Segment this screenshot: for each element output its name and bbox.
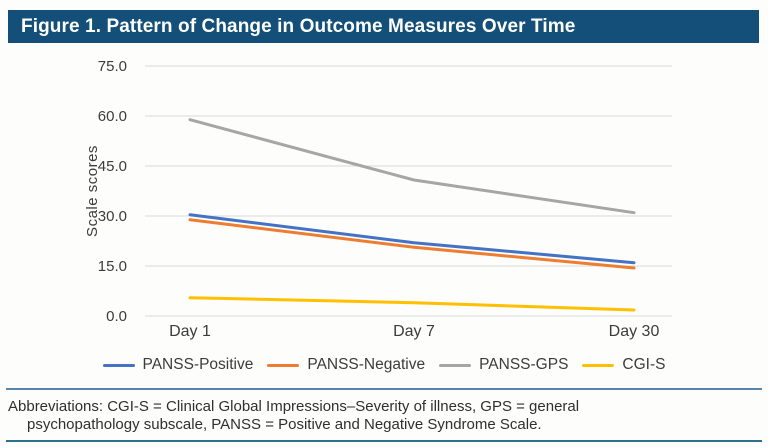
x-tick-label: Day 7 <box>393 323 435 340</box>
legend-item-panss-gps: PANSS-GPS <box>439 356 568 374</box>
series-line-panss-positive <box>188 213 636 265</box>
series-line-panss-negative <box>188 218 636 270</box>
x-tick-label: Day 1 <box>169 323 211 340</box>
y-tick-label: 60.0 <box>98 108 127 125</box>
footnote-line-1: Abbreviations: CGI-S = Clinical Global I… <box>8 398 580 415</box>
y-tick-label: 45.0 <box>98 158 127 175</box>
legend-label: PANSS-Positive <box>142 356 254 373</box>
chart-legend: PANSS-Positive PANSS-Negative PANSS-GPS CGI… <box>0 356 768 374</box>
legend-label: CGI-S <box>622 356 666 373</box>
line-chart: 0.0 15.0 30.0 45.0 60.0 75.0 Day 1 Day 7 Day 30 S… <box>84 58 672 340</box>
series-line-panss-gps <box>188 118 636 215</box>
footnote: Abbreviations: CGI-S = Clinical Global I… <box>6 388 762 433</box>
y-tick-label: 75.0 <box>98 58 127 75</box>
legend-swatch <box>102 363 135 367</box>
y-tick-label: 30.0 <box>98 208 127 225</box>
footnote-line-2: psychopathology subscale, PANSS = Positi… <box>27 415 542 433</box>
x-tick-label: Day 30 <box>609 323 660 340</box>
y-tick-label: 0.0 <box>106 308 127 325</box>
legend-label: PANSS-GPS <box>479 356 569 373</box>
legend-item-panss-positive: PANSS-Positive <box>102 356 254 374</box>
legend-swatch <box>267 363 300 367</box>
figure-title-bar: Figure 1. Pattern of Change in Outcome M… <box>8 10 759 43</box>
legend-item-panss-negative: PANSS-Negative <box>267 356 425 374</box>
legend-swatch <box>582 363 615 367</box>
y-axis-title: Scale scores <box>84 145 101 237</box>
legend-swatch <box>439 363 472 367</box>
legend-item-cgi-s: CGI-S <box>582 356 665 374</box>
legend-label: PANSS-Negative <box>307 356 426 373</box>
y-tick-label: 15.0 <box>98 258 127 275</box>
series-line-cgi-s <box>188 296 636 312</box>
bottom-rule <box>6 440 762 442</box>
